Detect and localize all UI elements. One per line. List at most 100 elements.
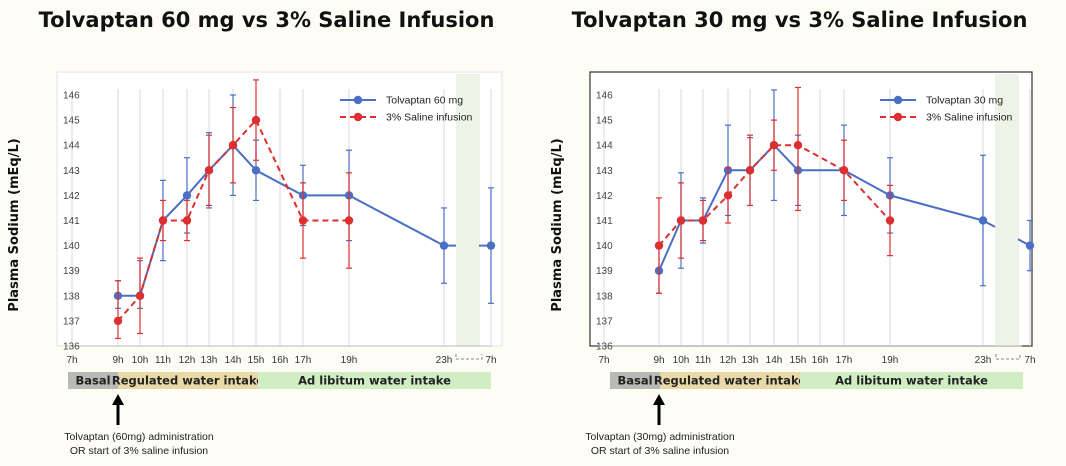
phase-label-basal: Basal: [75, 374, 110, 388]
phase-label-adlib: Ad libitum water intake: [298, 374, 451, 388]
phase-bar-basal: [68, 372, 118, 389]
tolvaptan-point: [251, 166, 261, 175]
chart-panel-60mg: Tolvaptan 60 mg vs 3% Saline Infusion 13…: [7, 8, 503, 457]
y-tick-label: 140: [63, 241, 80, 252]
legend-marker-tolvaptan: [353, 95, 363, 105]
y-axis-label: Plasma Sodium (mEq/L): [550, 138, 565, 311]
saline-point: [654, 241, 664, 250]
x-tick-label: 14h: [225, 355, 242, 366]
chart-panel-30mg: Tolvaptan 30 mg vs 3% Saline Infusion 13…: [533, 0, 1066, 466]
y-tick-label: 144: [596, 141, 613, 152]
saline-point: [344, 216, 354, 225]
y-tick-label: 139: [63, 266, 80, 277]
x-tick-label: 17h: [295, 355, 312, 366]
y-tick-label: 137: [596, 316, 613, 327]
chart-60mg: 136 137 138 139 140 141 142 143 144 145 146 7h 9h 10h…: [7, 71, 503, 425]
x-tick-label: 11h: [155, 355, 171, 366]
administration-arrowhead: [112, 394, 124, 405]
y-tick-label: 137: [63, 316, 80, 327]
caption-line-2: OR start of 3% saline infusion: [590, 445, 730, 457]
x-tick-label: 23h: [436, 355, 453, 366]
y-axis-label: Plasma Sodium (mEq/L): [7, 138, 22, 311]
saline-point: [793, 141, 803, 150]
saline-point: [676, 216, 686, 225]
phase-label-regulated: Regulated water intake: [112, 374, 264, 388]
y-tick-label: 140: [596, 241, 613, 252]
x-tick-label: 14h: [766, 355, 783, 366]
y-tick-label: 143: [596, 166, 613, 177]
y-tick-label: 138: [63, 291, 80, 302]
saline-point: [113, 316, 123, 326]
x-tick-label: 15h: [248, 355, 265, 366]
chart-title: Tolvaptan 60 mg vs 3% Saline Infusion: [38, 8, 495, 32]
phase-bar-adlib: [800, 372, 1023, 389]
x-tick-label: 9h: [112, 355, 123, 366]
tolvaptan-point: [182, 191, 192, 200]
saline-point: [228, 141, 238, 150]
legend-marker-saline: [893, 112, 903, 122]
phase-label-basal: Basal: [617, 374, 652, 388]
overnight-gap-bracket: [455, 354, 483, 360]
y-tick-label: 142: [63, 191, 80, 202]
administration-arrowhead: [653, 394, 665, 405]
y-tick-label: 136: [596, 342, 613, 353]
legend-marker-tolvaptan: [893, 95, 903, 105]
x-tick-label: 12h: [179, 355, 196, 366]
saline-point: [182, 216, 192, 225]
overnight-gap-bracket: [995, 354, 1021, 360]
chart-group: 136 137 138 139 140 141 142 143 144 145 146 7h 9h 10h…: [550, 71, 1036, 425]
x-tick-label: 11h: [695, 355, 711, 366]
phase-label-regulated: Regulated water intake: [654, 374, 806, 388]
legend-label-saline: 3% Saline infusion: [926, 112, 1013, 124]
saline-point: [723, 191, 733, 200]
y-tick-label: 145: [596, 116, 613, 127]
tolvaptan-point: [486, 241, 496, 250]
x-tick-label: 7h: [485, 355, 496, 366]
phase-label-adlib: Ad libitum water intake: [835, 374, 988, 388]
legend-marker-saline: [353, 112, 363, 122]
saline-point: [135, 291, 145, 300]
x-tick-label: 17h: [836, 355, 853, 366]
phase-bar-regulated: [660, 372, 800, 389]
y-tick-label: 144: [63, 141, 80, 152]
x-tick-label: 19h: [882, 355, 899, 366]
legend-label-tolvaptan: Tolvaptan 60 mg: [386, 95, 463, 107]
overnight-band: [995, 74, 1019, 346]
y-tick-label: 145: [63, 116, 80, 127]
caption-line-1: Tolvaptan (30mg) administration: [585, 431, 735, 443]
tolvaptan-point: [439, 241, 449, 250]
saline-point: [885, 216, 895, 225]
x-tick-label: 16h: [812, 355, 829, 366]
y-tick-label: 142: [596, 191, 613, 202]
caption-line-2: OR start of 3% saline infusion: [69, 445, 209, 457]
x-tick-label: 13h: [201, 355, 218, 366]
tolvaptan-point: [1025, 241, 1035, 250]
y-tick-label: 141: [596, 216, 613, 227]
legend-label-saline: 3% Saline infusion: [386, 112, 473, 124]
legend-label-tolvaptan: Tolvaptan 30 mg: [926, 95, 1003, 107]
y-tick-label: 138: [596, 291, 613, 302]
phase-bar-basal: [610, 372, 660, 389]
saline-point: [298, 216, 308, 225]
phase-bar-regulated: [118, 372, 258, 389]
y-tick-label: 136: [63, 342, 80, 353]
saline-point: [698, 216, 708, 225]
saline-point: [839, 166, 849, 175]
saline-point: [769, 141, 779, 150]
saline-point: [745, 166, 755, 175]
y-tick-label: 146: [63, 91, 80, 102]
tolvaptan-point: [978, 216, 988, 225]
saline-point: [204, 166, 214, 175]
x-tick-label: 7h: [598, 355, 609, 366]
chart-group: 136 137 138 139 140 141 142 143 144 145 146 7h 9h 10h…: [7, 71, 503, 425]
y-tick-label: 143: [63, 166, 80, 177]
x-tick-label: 7h: [66, 355, 77, 366]
x-tick-label: 12h: [720, 355, 737, 366]
x-tick-label: 16h: [272, 355, 289, 366]
x-tick-label: 9h: [653, 355, 664, 366]
phase-bar-adlib: [258, 372, 491, 389]
overnight-band: [456, 74, 480, 346]
plot-area: [589, 71, 1033, 347]
x-tick-label: 10h: [673, 355, 690, 366]
x-tick-label: 23h: [975, 355, 992, 366]
